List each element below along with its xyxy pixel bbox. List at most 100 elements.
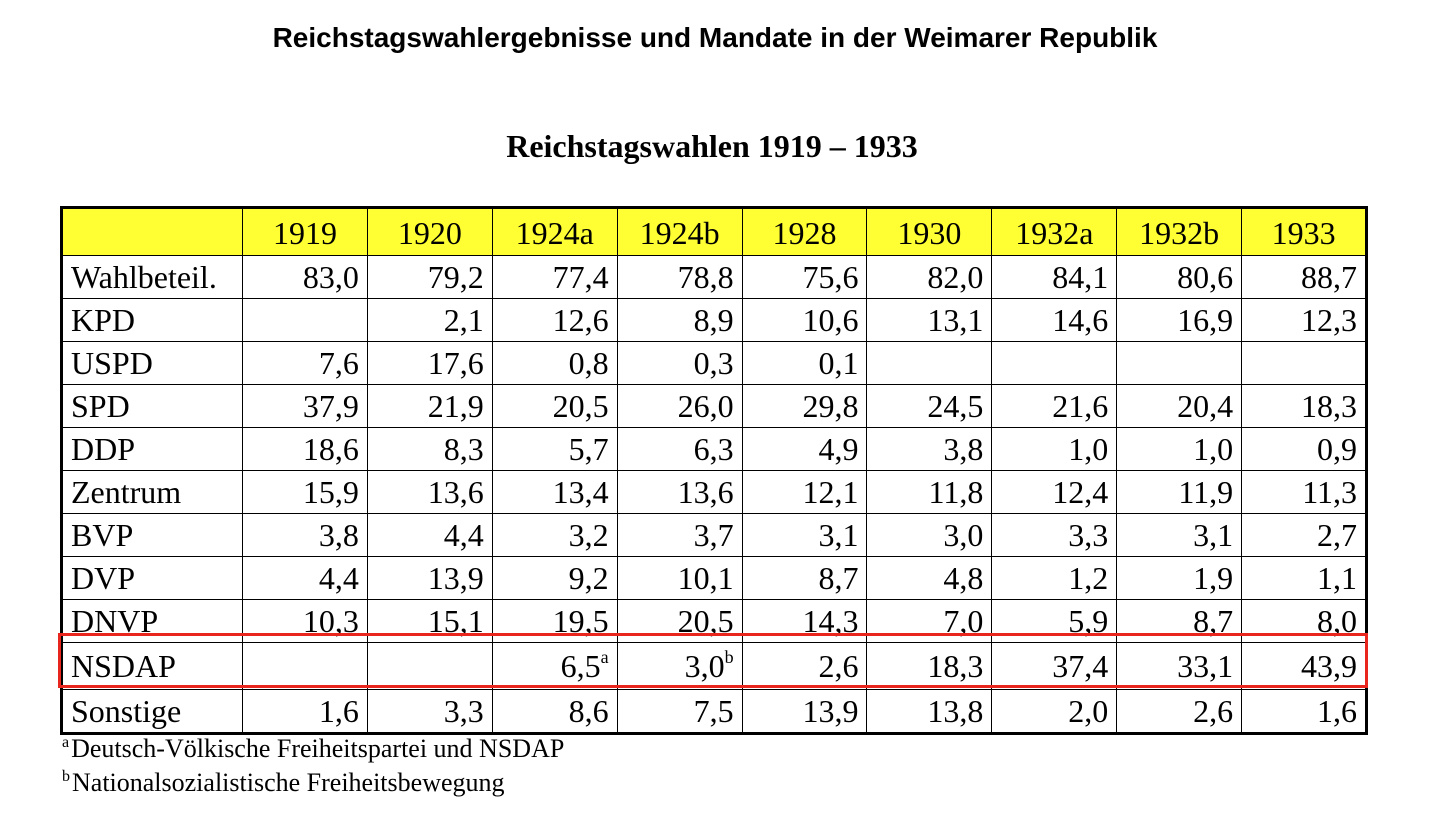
value-cell: 8,6 [491,689,618,734]
cell-value: 8,7 [818,560,859,596]
value-cell: 14,3 [741,599,868,643]
value-cell: 20,5 [491,384,618,428]
footnote-text: Deutsch-Völkische Freiheitspartei und NS… [71,734,565,763]
value-cell: 3,7 [616,513,743,557]
cell-value: 11,3 [1302,474,1358,510]
value-cell: 2,6 [1116,689,1243,734]
cell-value: 75,6 [802,259,859,295]
cell-value: 10,3 [302,603,359,639]
cell-value: 33,1 [1177,648,1234,684]
value-cell: 2,7 [1241,513,1368,557]
row-label: DNVP [61,599,243,643]
value-cell: 8,9 [616,298,743,342]
cell-value: 20,5 [677,603,734,639]
cell-value: 2,7 [1317,517,1358,553]
cell-value: 10,6 [802,302,859,338]
value-cell: 43,9 [1241,642,1368,690]
value-cell: 21,9 [366,384,493,428]
row-label: DVP [61,556,243,600]
cell-value: 7,5 [693,693,734,729]
value-cell: 2,0 [991,689,1118,734]
table-row: Wahlbeteil. 83,0 79,2 77,4 78,8 75,6 82,0 84,1 8… [61,255,1368,299]
cell-value: 1,1 [1317,560,1358,596]
cell-value: 13,6 [677,474,734,510]
value-cell [242,642,368,690]
cell-value: 4,4 [443,517,484,553]
year-header: 1919 [242,207,368,256]
cell-value: 15,9 [302,474,359,510]
value-cell: 21,6 [991,384,1118,428]
value-cell: 5,9 [991,599,1118,643]
year-header: 1933 [1241,207,1368,256]
cell-value: 77,4 [552,259,609,295]
cell-value: 88,7 [1301,259,1358,295]
cell-value: 12,4 [1052,474,1109,510]
cell-value: 6,5 [560,648,601,684]
value-cell: 77,4 [491,255,618,299]
value-cell: 13,6 [366,470,493,514]
value-cell: 1,1 [1241,556,1368,600]
cell-value: 3,0 [943,517,984,553]
cell-value: 14,3 [802,603,859,639]
value-cell: 20,5 [616,599,743,643]
value-cell: 8,0 [1241,599,1368,643]
value-cell: 33,1 [1116,642,1243,690]
year-header: 1932a [991,207,1118,256]
cell-value: 8,6 [568,693,609,729]
value-cell: 16,9 [1116,298,1243,342]
cell-value: 26,0 [677,388,734,424]
value-cell: 7,0 [866,599,993,643]
value-cell: 6,5a [491,642,618,690]
cell-value: 4,4 [318,560,359,596]
value-cell [991,341,1118,385]
row-label: DDP [61,427,243,471]
cell-value: 3,8 [943,431,984,467]
value-cell: 8,3 [366,427,493,471]
year-header: 1932b [1116,207,1243,256]
value-cell: 24,5 [866,384,993,428]
cell-value: 3,8 [318,517,359,553]
value-cell: 12,4 [991,470,1118,514]
value-cell: 11,8 [866,470,993,514]
row-label: USPD [61,341,243,385]
cell-value: 12,3 [1301,302,1358,338]
value-cell [1116,341,1243,385]
cell-value: 37,4 [1052,648,1109,684]
value-cell: 3,3 [991,513,1118,557]
value-cell: 4,9 [741,427,868,471]
election-results-table: 1919 1920 1924a 1924b 1928 1930 1932a 19… [60,206,1369,735]
year-header: 1928 [741,207,868,256]
cell-value: 2,6 [818,648,859,684]
cell-value: 11,9 [1178,474,1234,510]
table-row: Zentrum 15,9 13,6 13,4 13,6 12,1 11,8 12,4 11,9 1… [61,470,1368,514]
row-label: SPD [61,384,243,428]
footnote-a: aDeutsch-Völkische Freiheitspartei und N… [62,732,564,766]
cell-value: 13,8 [927,693,984,729]
value-cell: 3,0 [866,513,993,557]
cell-value: 37,9 [302,388,359,424]
value-cell: 15,9 [242,470,368,514]
cell-value: 18,3 [927,648,984,684]
cell-value: 79,2 [427,259,484,295]
cell-value: 1,9 [1193,560,1234,596]
value-cell: 7,6 [242,341,368,385]
cell-value: 12,1 [802,474,859,510]
value-cell: 12,6 [491,298,618,342]
cell-value: 1,2 [1068,560,1109,596]
value-cell: 10,3 [242,599,368,643]
value-cell: 1,0 [1116,427,1243,471]
cell-value: 3,0 [684,648,725,684]
cell-value: 14,6 [1052,302,1109,338]
cell-value: 24,5 [927,388,984,424]
cell-value: 3,7 [693,517,734,553]
cell-value: 18,6 [302,431,359,467]
row-label: Wahlbeteil. [61,255,243,299]
value-cell: 11,9 [1116,470,1243,514]
value-cell: 2,1 [366,298,493,342]
footnote-mark: a [62,734,70,751]
cell-value: 8,0 [1317,603,1358,639]
value-cell: 0,1 [741,341,868,385]
cell-value: 82,0 [927,259,984,295]
table-row: BVP 3,8 4,4 3,2 3,7 3,1 3,0 3,3 3,1 2,7 [61,513,1368,557]
value-cell: 8,7 [1116,599,1243,643]
